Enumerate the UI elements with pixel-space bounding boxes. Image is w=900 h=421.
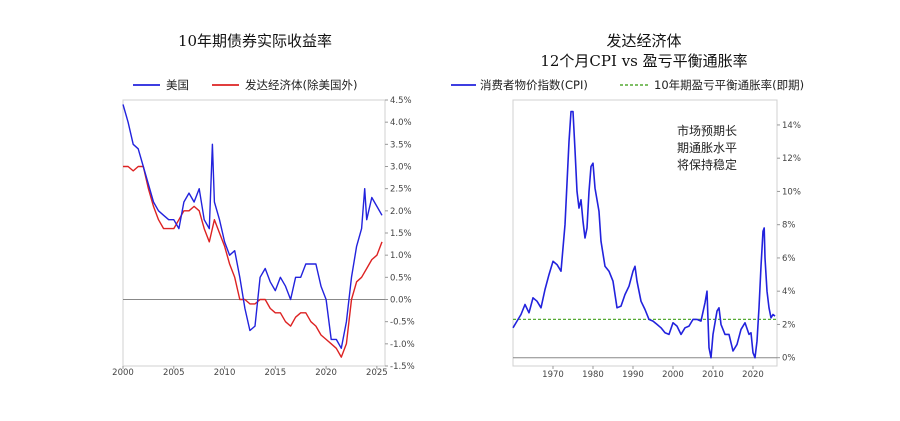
y-tick-label: 4.0% [390, 118, 412, 128]
x-tick-label: 2010 [214, 368, 236, 378]
y-tick-label: 10% [782, 187, 801, 197]
annotation-line-3: 将保持稳定 [677, 157, 737, 172]
x-tick-label: 1970 [542, 370, 564, 380]
series-line-developed-ex-us [123, 165, 383, 358]
legend-label-breakeven: 10年期盈亏平衡通胀率(即期) [654, 78, 804, 92]
right-chart-title: 发达经济体 [606, 32, 681, 50]
annotation-line-2: 期通胀水平 [677, 141, 737, 155]
y-tick-label: 2.0% [390, 207, 412, 217]
right-plot-frame [512, 99, 778, 367]
legend-label-cpi: 消费者物价指数(CPI) [480, 78, 588, 92]
y-tick-label: 3.5% [390, 140, 412, 150]
y-tick-label: 8% [782, 221, 796, 231]
x-tick-label: 1980 [582, 370, 604, 380]
y-tick-label: 12% [782, 154, 801, 164]
y-tick-label: -1.0% [390, 340, 415, 350]
right-chart-subtitle: 12个月CPI vs 盈亏平衡通胀率 [540, 52, 747, 70]
x-tick-label: 2010 [702, 370, 724, 380]
y-tick-label: 2.5% [390, 185, 412, 195]
x-tick-label: 2025 [366, 368, 388, 378]
right-annotation: 市场预期长 期通胀水平 将保持稳定 [677, 123, 737, 172]
legend-label-us: 美国 [166, 78, 189, 92]
left-axes: -1.5% -1.0% -0.5% 0.0% 0.5% 1.0% 1.5% 2.0% 2.5% 3… [112, 96, 414, 378]
y-tick-label: 2% [782, 320, 796, 330]
y-tick-label: 4% [782, 287, 796, 297]
x-tick-label: 2015 [265, 368, 287, 378]
left-chart-title: 10年期债券实际收益率 [178, 32, 332, 50]
x-tick-label: 2000 [112, 368, 134, 378]
y-tick-label: -0.5% [390, 318, 415, 328]
x-tick-label: 2005 [163, 368, 185, 378]
y-tick-label: 1.5% [390, 229, 412, 239]
y-tick-label: -1.5% [390, 362, 415, 372]
legend-label-developed-ex-us: 发达经济体(除美国外) [245, 78, 357, 92]
right-axes: 0% 2% 4% 6% 8% 10% 12% 14% 1970 1980 1990 2000 2010 2… [542, 121, 801, 380]
x-tick-label: 2020 [742, 370, 764, 380]
y-tick-label: 0.0% [390, 296, 412, 306]
x-tick-label: 2020 [315, 368, 337, 378]
series-line-cpi [512, 110, 776, 359]
y-tick-label: 0.5% [390, 273, 412, 283]
y-tick-label: 1.0% [390, 251, 412, 261]
y-tick-label: 0% [782, 354, 796, 364]
left-chart: 10年期债券实际收益率 美国 发达经济体(除美国外) -1.5% -1.0% -0.… [112, 32, 414, 378]
annotation-line-1: 市场预期长 [677, 123, 737, 138]
right-chart: 发达经济体 12个月CPI vs 盈亏平衡通胀率 消费者物价指数(CPI) 10… [451, 32, 804, 380]
y-tick-label: 3.0% [390, 163, 412, 173]
y-tick-label: 6% [782, 254, 796, 264]
series-line-us [122, 104, 383, 349]
x-tick-label: 2000 [662, 370, 684, 380]
y-tick-label: 14% [782, 121, 801, 131]
x-tick-label: 1990 [622, 370, 644, 380]
left-legend: 美国 发达经济体(除美国外) [133, 78, 357, 92]
right-legend: 消费者物价指数(CPI) 10年期盈亏平衡通胀率(即期) [451, 78, 804, 92]
y-tick-label: 4.5% [390, 96, 412, 106]
